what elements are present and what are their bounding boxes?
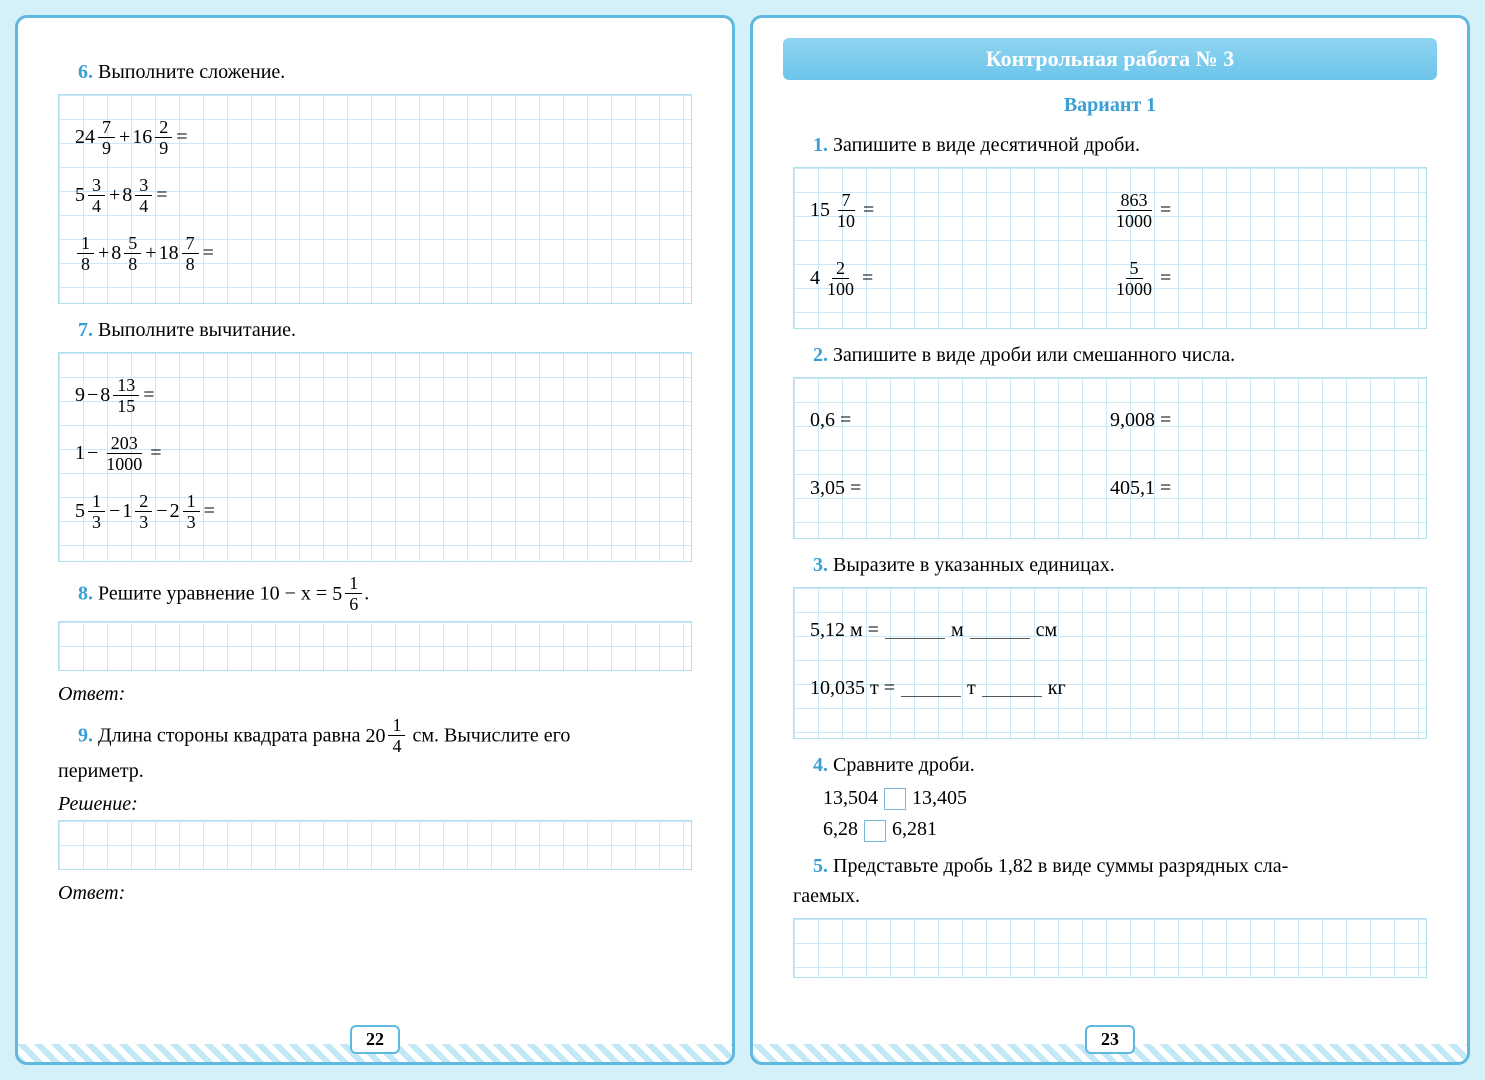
expr-1d: 51000 = <box>1110 258 1410 298</box>
task-8-work <box>58 621 692 671</box>
page-left: 6. Выполните сложение. 2479 + 1629 = 534… <box>15 15 735 1065</box>
blank <box>982 679 1042 697</box>
expr-3b: 10,035 т =ткг <box>810 668 1410 708</box>
task-2-grid: 0,6 = 9,008 = 3,05 = 405,1 = <box>793 377 1427 539</box>
blank <box>970 621 1030 639</box>
expr-7-3: 513 − 123 − 213 = <box>75 491 675 531</box>
task-5-cont: гаемых. <box>793 882 1427 910</box>
expr-2d: 405,1 = <box>1110 468 1410 508</box>
expr-2a: 0,6 = <box>810 400 1110 440</box>
page-right: Контрольная работа № 3 Вариант 1 1. Запи… <box>750 15 1470 1065</box>
compare-box <box>864 820 886 842</box>
solution-label: Решение: <box>58 793 692 816</box>
task-8-title: 8. Решите уравнение 10 − x = 516. <box>78 574 692 613</box>
page-number: 22 <box>350 1025 400 1054</box>
compare-box <box>884 788 906 810</box>
task-1-title: 1. Запишите в виде десятичной дроби. <box>813 131 1427 159</box>
expr-1a: 15710 = <box>810 190 1110 230</box>
task-7-grid: 9− 81315 = 1− 2031000 = 513 − 123 − 213 … <box>58 352 692 562</box>
task-text: Выполните сложение. <box>98 61 285 83</box>
expr-1b: 8631000 = <box>1110 190 1410 230</box>
task-3-title: 3. Выразите в указанных единицах. <box>813 551 1427 579</box>
blank <box>901 679 961 697</box>
expr-6-1: 2479 + 1629 = <box>75 117 675 157</box>
task-6-grid: 2479 + 1629 = 534 + 834 = 18 + 858 + 187… <box>58 94 692 304</box>
test-header: Контрольная работа № 3 <box>783 38 1437 80</box>
blank <box>885 621 945 639</box>
task-6-title: 6. Выполните сложение. <box>78 58 692 86</box>
task-9-title: 9. Длина стороны квадрата равна 2014 см.… <box>78 716 692 755</box>
expr-3a: 5,12 м =мсм <box>810 610 1410 650</box>
task-9-work <box>58 820 692 870</box>
variant-label: Вариант 1 <box>793 94 1427 117</box>
expr-6-3: 18 + 858 + 1878 = <box>75 233 675 273</box>
page-number: 23 <box>1085 1025 1135 1054</box>
task-4-body: 13,50413,405 6,286,281 <box>823 787 1427 842</box>
task-9-cont: периметр. <box>58 757 692 785</box>
task-1-grid: 15710 = 8631000 = 42100 = 51000 = <box>793 167 1427 329</box>
expr-7-1: 9− 81315 = <box>75 375 675 415</box>
expr-6-2: 534 + 834 = <box>75 175 675 215</box>
task-7-title: 7. Выполните вычитание. <box>78 316 692 344</box>
task-3-grid: 5,12 м =мсм 10,035 т =ткг <box>793 587 1427 739</box>
task-num: 6. <box>78 61 93 83</box>
expr-1c: 42100 = <box>810 258 1110 298</box>
answer-label-2: Ответ: <box>58 882 692 905</box>
task-5-title: 5. Представьте дробь 1,82 в виде суммы р… <box>813 852 1427 880</box>
answer-label: Ответ: <box>58 683 692 706</box>
expr-2b: 9,008 = <box>1110 400 1410 440</box>
task-5-work <box>793 918 1427 978</box>
task-4-title: 4. Сравните дроби. <box>813 751 1427 779</box>
task-2-title: 2. Запишите в виде дроби или смешанного … <box>813 341 1427 369</box>
expr-7-2: 1− 2031000 = <box>75 433 675 473</box>
expr-2c: 3,05 = <box>810 468 1110 508</box>
